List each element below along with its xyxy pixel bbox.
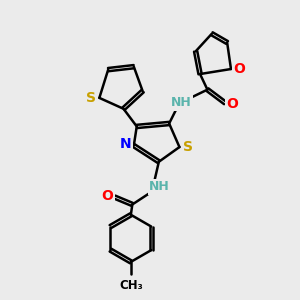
Text: O: O [101, 189, 113, 202]
Text: NH: NH [149, 180, 170, 193]
Text: O: O [226, 98, 238, 111]
Text: NH: NH [170, 96, 191, 110]
Text: N: N [120, 137, 131, 151]
Text: CH₃: CH₃ [119, 279, 143, 292]
Text: S: S [183, 140, 193, 154]
Text: O: O [233, 62, 245, 76]
Text: S: S [86, 91, 96, 105]
